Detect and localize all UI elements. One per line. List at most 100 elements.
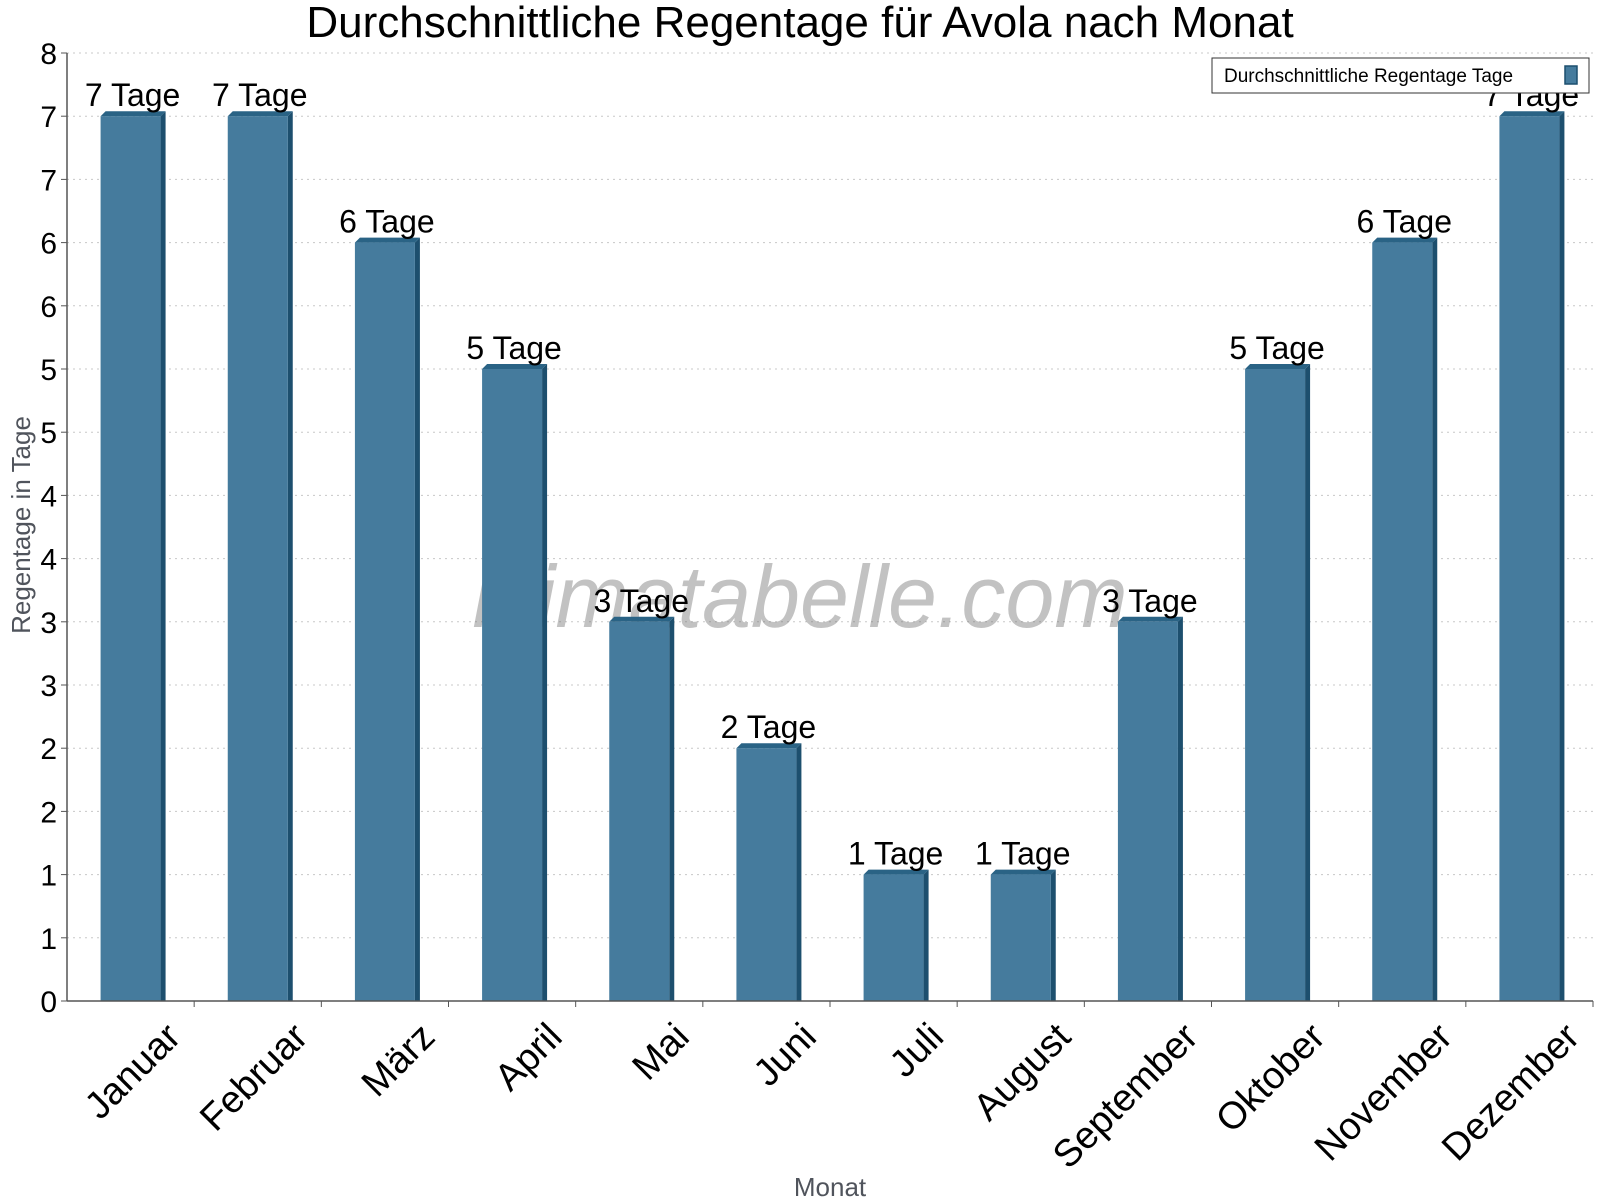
x-tick-label: Januar [77,1015,189,1127]
bar-top [1117,616,1183,622]
bar-value-label: 6 Tage [1357,204,1453,240]
bar-face [736,748,797,1001]
bar-face [1117,621,1178,1001]
bar-value-label: 7 Tage [212,77,308,113]
bar [1499,111,1565,1001]
x-axis-label: Monat [794,1172,867,1200]
y-axis-ticks: 0 1 1 2 2 3 3 4 4 5 5 6 6 7 7 8 [40,38,67,1019]
watermark: klimatabelle.com [472,547,1127,646]
bar-top [863,869,929,875]
bars [100,111,1565,1002]
bar-top [227,111,293,117]
bar-face [354,242,415,1002]
bar-top [736,743,802,749]
bar [227,111,293,1001]
bar-value-label: 3 Tage [594,583,690,619]
bar-face [609,621,670,1001]
bar-top [1499,111,1565,117]
x-tick-label: Februar [192,1015,316,1139]
bar-side [1050,869,1056,1001]
bar-face [1499,116,1560,1001]
bar-side [669,616,675,1001]
bar-value-label: 7 Tage [85,77,181,113]
bar-side [542,364,548,1001]
y-axis-label: Regentage in Tage [6,416,36,634]
y-tick-label: 4 [40,544,57,577]
grid-lines [67,52,1593,939]
bar-value-label: 1 Tage [848,836,944,872]
bar-face [227,116,288,1001]
bar-value-label: 2 Tage [721,709,817,745]
bar-top [354,237,420,243]
bar-top [609,616,675,622]
bar [609,616,675,1001]
bar-top [482,364,548,369]
x-axis-ticks: Januar Februar März April Mai Juni Juli AugustS… [77,1001,1594,1177]
bar-side [287,111,293,1001]
y-tick-label: 7 [40,101,57,134]
x-tick-label: April [487,1016,570,1099]
y-tick-label: 1 [40,923,57,956]
legend: Durchschnittliche Regentage Tage [1211,57,1590,94]
bar-side [923,869,929,1001]
bar-side [796,743,802,1001]
bar-top [100,111,166,117]
bar-value-label: 5 Tage [466,330,562,366]
x-tick-label: März [354,1016,443,1105]
legend-label: Durchschnittliche Regentage Tage [1224,66,1513,87]
bar [100,111,166,1001]
bar-face [990,874,1051,1001]
bar-top [1245,364,1311,369]
legend-box [1211,57,1590,94]
bar [482,364,548,1001]
x-tick-label: November [1307,1015,1461,1169]
y-tick-label: 7 [40,164,57,197]
bar-value-label: 3 Tage [1102,583,1198,619]
x-tick-label: Dezember [1434,1015,1588,1169]
bar [736,743,802,1001]
bar-top [990,869,1056,875]
legend-swatch [1564,65,1578,85]
bar [1372,237,1438,1002]
bar-value-label: 6 Tage [339,204,435,240]
bar-side [1559,111,1565,1001]
bar-value-label: 1 Tage [975,836,1071,872]
bar-side [1177,616,1183,1001]
bar [354,237,420,1002]
bar-side [1305,364,1311,1001]
y-tick-label: 2 [40,733,57,766]
y-tick-label: 4 [40,480,57,513]
bar-face [482,369,543,1001]
bar-side [414,237,420,1002]
y-tick-label: 0 [40,986,57,1019]
y-tick-label: 3 [40,670,57,703]
y-tick-label: 5 [40,417,57,450]
y-tick-label: 1 [40,860,57,893]
x-tick-label: August [966,1015,1080,1129]
y-tick-label: 2 [40,796,57,829]
y-tick-label: 8 [40,38,57,71]
bar-face [1372,242,1433,1002]
y-tick-label: 6 [40,291,57,324]
y-tick-label: 6 [40,228,57,261]
bar-value-labels: 7 Tage 7 Tage 6 Tage 5 Tage 3 Tage 2 Tage 1 Ta… [85,77,1579,871]
bar [1245,364,1311,1001]
bar-side [1432,237,1438,1002]
bar-top [1372,237,1438,243]
bar-face [100,116,161,1001]
bar-face [1245,369,1306,1001]
x-tick-label: Juni [746,1016,825,1095]
bar [990,869,1056,1001]
x-tick-label: Oktober [1208,1015,1334,1141]
bar-face [863,874,924,1001]
x-tick-label: Juli [882,1016,952,1086]
bar-value-label: 5 Tage [1229,330,1325,366]
y-tick-label: 3 [40,607,57,640]
bar [1117,616,1183,1001]
bar [863,869,929,1001]
bar-side [160,111,166,1001]
y-tick-label: 5 [40,354,57,387]
x-tick-label: Mai [625,1016,698,1089]
chart-title: Durchschnittliche Regentage für Avola na… [306,0,1293,47]
